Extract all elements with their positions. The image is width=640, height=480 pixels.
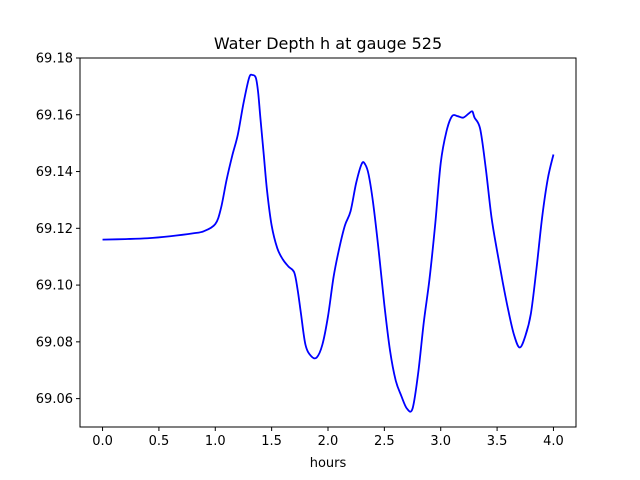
y-tick-label: 69.08 — [36, 335, 73, 350]
x-tick-label: 4.0 — [543, 434, 564, 449]
plot-area-frame — [79, 57, 577, 428]
x-tick-label: 2.5 — [374, 434, 395, 449]
x-tick-label: 3.0 — [430, 434, 451, 449]
series-line — [102, 73, 555, 413]
x-tick-label: 0.0 — [92, 434, 113, 449]
y-tick-label: 69.12 — [36, 222, 73, 237]
chart-title: Water Depth h at gauge 525 — [214, 34, 442, 53]
y-axis-ticks: 69.06 69.08 69.10 69.12 69.14 69.16 69.18 — [36, 52, 80, 407]
x-axis-label: hours — [310, 456, 347, 471]
x-tick-label: 3.5 — [487, 434, 508, 449]
x-tick-label: 2.0 — [318, 434, 339, 449]
y-tick-label: 69.06 — [36, 392, 73, 407]
x-tick-label: 1.0 — [205, 434, 226, 449]
x-tick-label: 0.5 — [149, 434, 170, 449]
y-tick-label: 69.14 — [36, 165, 73, 180]
x-axis-ticks: 0.0 0.5 1.0 1.5 2.0 2.5 3.0 3.5 4.0 — [92, 427, 564, 449]
y-tick-label: 69.18 — [36, 52, 73, 67]
series-layer — [102, 73, 555, 413]
y-tick-label: 69.16 — [36, 108, 73, 123]
x-tick-label: 1.5 — [261, 434, 282, 449]
y-tick-label: 69.10 — [36, 279, 73, 294]
